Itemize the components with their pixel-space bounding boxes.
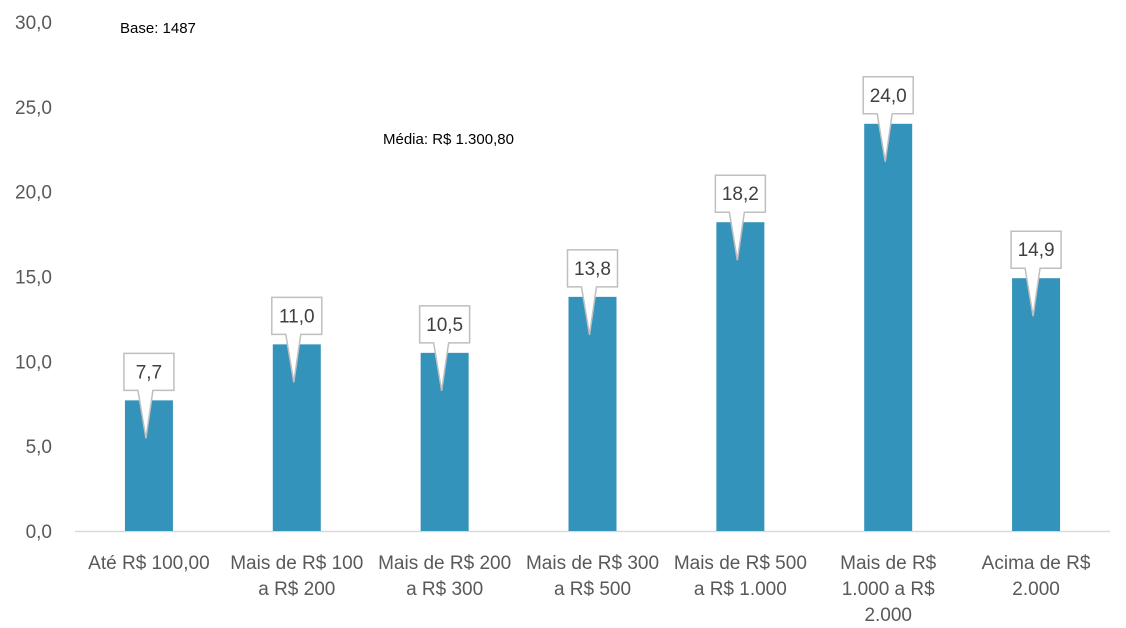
data-label-callout xyxy=(566,249,619,335)
base-annotation: Base: 1487 xyxy=(120,20,196,37)
category-label: Mais de R$ 1.000 a R$ 2.000 xyxy=(840,553,937,626)
y-tick-label: 25,0 xyxy=(15,98,52,119)
bar xyxy=(568,296,617,531)
bar xyxy=(864,123,913,532)
data-label: 13,8 xyxy=(574,259,611,280)
bar xyxy=(420,352,469,531)
data-label: 14,9 xyxy=(1018,240,1055,261)
y-tick-label: 10,0 xyxy=(15,352,52,373)
category-label: Acima de R$ 2.000 xyxy=(982,553,1091,600)
bars xyxy=(124,123,1061,532)
data-label: 11,0 xyxy=(279,306,315,327)
data-label-callouts: 7,7 11,0 10,5 13,8 18,2 24,0 14,9 xyxy=(123,76,1062,439)
data-label: 7,7 xyxy=(136,362,162,383)
data-label-callout xyxy=(123,352,175,439)
bar xyxy=(272,344,321,531)
mean-annotation: Média: R$ 1.300,80 xyxy=(383,131,514,148)
data-label-callout xyxy=(1010,230,1062,317)
category-labels: Até R$ 100,00 Mais de R$ 100 a R$ 200 Mais … xyxy=(88,553,1091,626)
data-label-callout xyxy=(418,305,471,391)
category-label: Mais de R$ 200 a R$ 300 xyxy=(378,553,511,600)
y-tick-label: 5,0 xyxy=(26,437,52,458)
data-label: 18,2 xyxy=(722,184,759,205)
y-tick-label: 0,0 xyxy=(26,522,52,543)
y-tick-label: 30,0 xyxy=(15,13,52,34)
data-label-callout xyxy=(714,174,767,261)
category-label: Mais de R$ 100 a R$ 200 xyxy=(230,553,363,600)
category-label: Até R$ 100,00 xyxy=(88,553,209,574)
bar xyxy=(716,222,765,531)
category-label: Mais de R$ 300 a R$ 500 xyxy=(526,553,659,600)
bar xyxy=(1012,278,1061,531)
y-tick-label: 15,0 xyxy=(15,268,52,289)
data-label-callout xyxy=(271,296,323,383)
y-axis-ticks: 0,0 5,0 10,0 15,0 20,0 25,0 30,0 xyxy=(15,13,52,543)
category-label: Mais de R$ 500 a R$ 1.000 xyxy=(674,553,807,600)
data-label-callout xyxy=(862,76,914,162)
y-tick-label: 20,0 xyxy=(15,183,52,204)
data-label: 24,0 xyxy=(870,86,907,107)
data-label: 10,5 xyxy=(426,315,463,336)
